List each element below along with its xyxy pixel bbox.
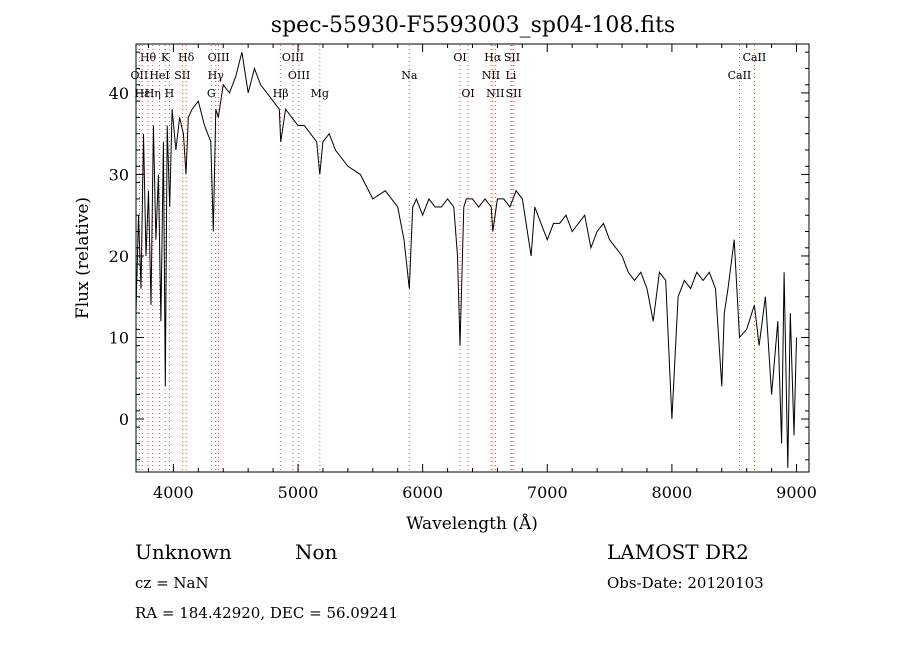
spectrum-series-line [135, 52, 797, 468]
object-subclass: Non [295, 540, 338, 564]
line-label: OIII [208, 51, 230, 64]
line-label: OI [453, 51, 466, 64]
object-class: Unknown [135, 540, 232, 564]
survey-name: LAMOST DR2 [607, 540, 749, 564]
line-label: Hδ [178, 51, 195, 64]
x-tick-label: 4000 [153, 483, 194, 502]
coordinates-readout: RA = 184.42920, DEC = 56.09241 [135, 604, 399, 622]
y-tick-label: 0 [119, 410, 129, 429]
axis-ticks: 4000 5000 6000 7000 8000 9000 0 10 20 30 40 [109, 44, 817, 502]
y-tick-label: 20 [109, 247, 129, 266]
line-label: OI [461, 87, 474, 100]
chart-title: spec-55930-F5593003_sp04-108.fits [271, 13, 675, 38]
line-label: SII [504, 51, 520, 64]
y-tick-label: 10 [109, 328, 129, 347]
line-label: Li [505, 69, 516, 82]
plot-frame [135, 43, 810, 473]
line-label: Hη [145, 87, 161, 100]
line-label: H [165, 87, 175, 100]
line-label: K [161, 51, 170, 64]
line-label: Hγ [208, 69, 225, 82]
line-label: Hθ [140, 51, 157, 64]
x-tick-label: 6000 [402, 483, 443, 502]
line-label: Na [401, 69, 418, 82]
y-tick-label: 40 [109, 84, 129, 103]
observation-date: Obs-Date: 20120103 [607, 574, 764, 592]
x-tick-label: 9000 [776, 483, 817, 502]
line-label: HeI [149, 69, 169, 82]
x-tick-label: 8000 [652, 483, 693, 502]
line-label: Hε [135, 87, 151, 100]
line-label: OIII [282, 51, 304, 64]
line-label: G [207, 87, 216, 100]
x-axis-label: Wavelength (Å) [406, 513, 538, 534]
line-label: SII [506, 87, 522, 100]
y-tick-label: 30 [109, 165, 129, 184]
line-label: Hβ [273, 87, 289, 100]
line-label: OIII [288, 69, 310, 82]
line-label: SII [174, 69, 190, 82]
line-label: Mg [311, 87, 329, 100]
line-label: Hα [484, 51, 502, 64]
line-label: CaII [743, 51, 767, 64]
line-label: OII [131, 69, 149, 82]
y-axis-label: Flux (relative) [73, 197, 93, 319]
x-tick-label: 7000 [527, 483, 568, 502]
line-label: NII [482, 69, 500, 82]
line-label: NII [486, 87, 504, 100]
line-label: CaII [728, 69, 752, 82]
redshift-readout: cz = NaN [135, 574, 209, 592]
x-tick-label: 5000 [278, 483, 319, 502]
